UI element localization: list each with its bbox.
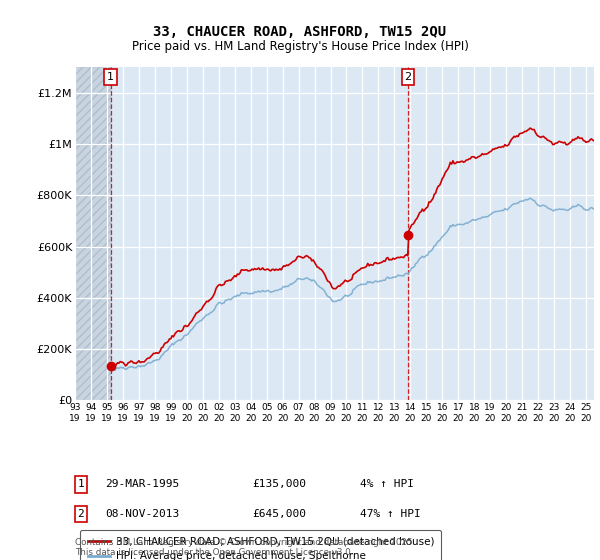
Text: 2: 2 <box>77 509 85 519</box>
Text: 4% ↑ HPI: 4% ↑ HPI <box>360 479 414 489</box>
Text: Contains HM Land Registry data © Crown copyright and database right 2025.
This d: Contains HM Land Registry data © Crown c… <box>75 538 415 557</box>
Text: £645,000: £645,000 <box>252 509 306 519</box>
Text: 29-MAR-1995: 29-MAR-1995 <box>105 479 179 489</box>
Text: 33, CHAUCER ROAD, ASHFORD, TW15 2QU: 33, CHAUCER ROAD, ASHFORD, TW15 2QU <box>154 25 446 39</box>
Text: 2: 2 <box>404 72 412 82</box>
Text: 1: 1 <box>77 479 85 489</box>
Bar <box>75 67 111 400</box>
Text: 47% ↑ HPI: 47% ↑ HPI <box>360 509 421 519</box>
Text: 1: 1 <box>107 72 114 82</box>
Legend: 33, CHAUCER ROAD, ASHFORD, TW15 2QU (detached house), HPI: Average price, detach: 33, CHAUCER ROAD, ASHFORD, TW15 2QU (det… <box>80 530 442 560</box>
Text: Price paid vs. HM Land Registry's House Price Index (HPI): Price paid vs. HM Land Registry's House … <box>131 40 469 53</box>
Text: £135,000: £135,000 <box>252 479 306 489</box>
Text: 08-NOV-2013: 08-NOV-2013 <box>105 509 179 519</box>
